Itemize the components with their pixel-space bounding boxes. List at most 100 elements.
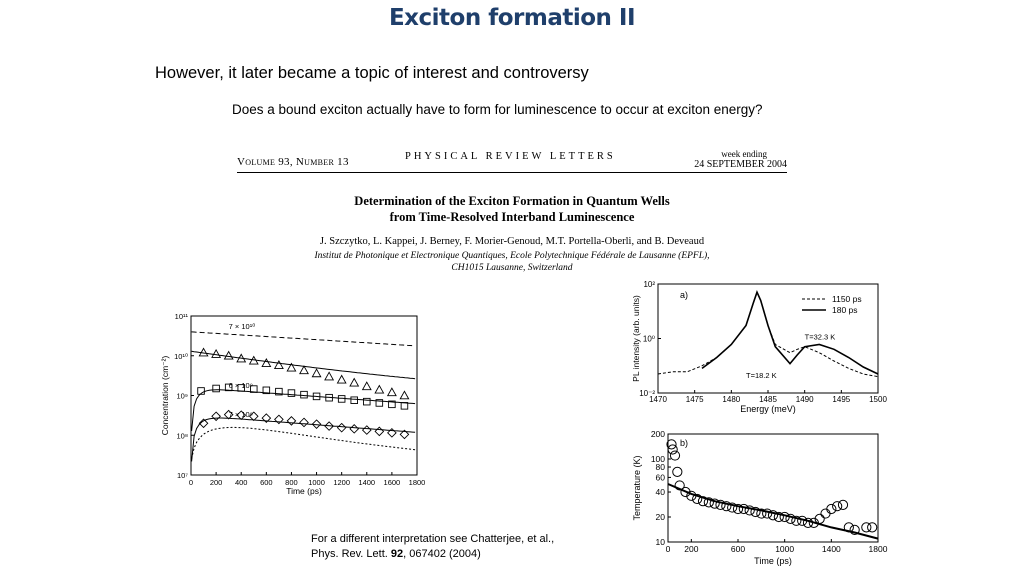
data-point-circle <box>826 503 837 515</box>
x-tick-label: 800 <box>285 478 298 487</box>
data-point-square <box>312 392 321 401</box>
data-point-diamond <box>361 425 372 435</box>
issue-date: 24 SEPTEMBER 2004 <box>694 159 787 170</box>
paper-header: Volume 93, Number 13 PHYSICAL REVIEW LET… <box>237 148 787 173</box>
data-point-diamond <box>336 422 347 433</box>
paper-title-line-1: Determination of the Exciton Formation i… <box>354 194 670 208</box>
paper-title: Determination of the Exciton Formation i… <box>237 193 787 225</box>
data-point-square <box>287 389 296 397</box>
journal-name: PHYSICAL REVIEW LETTERS <box>405 151 616 162</box>
paper-title-line-2: from Time-Resolved Interband Luminescenc… <box>389 210 635 224</box>
data-point-square <box>337 395 346 403</box>
x-tick-label: 1500 <box>869 395 887 404</box>
density-annotation: 6 × 10⁹ <box>229 381 253 390</box>
data-point-circle <box>767 510 779 521</box>
data-point-circle <box>802 517 814 528</box>
y-tick-label: 20 <box>656 512 666 522</box>
data-point-square <box>388 400 396 409</box>
total-density-curve <box>191 331 416 347</box>
data-point-circle <box>773 511 784 523</box>
legend-label: 1150 ps <box>832 294 862 304</box>
data-point-circle <box>666 439 677 450</box>
data-point-circle <box>785 513 796 524</box>
data-point-circle <box>750 506 761 518</box>
data-point-circle <box>697 496 709 507</box>
exciton-fit-curve <box>191 350 416 380</box>
data-point-square <box>250 385 258 393</box>
data-point-square <box>350 396 358 404</box>
data-point-triangle <box>324 371 335 381</box>
paper-authors: J. Szczytko, L. Kappei, J. Berney, F. Mo… <box>319 236 705 247</box>
data-point-diamond <box>387 428 397 438</box>
data-point-diamond <box>261 413 272 423</box>
plot-frame <box>667 433 879 543</box>
data-point-diamond <box>198 418 209 429</box>
y-tick-label: 100 <box>651 454 665 464</box>
x-axis-label: Time (ps) <box>754 556 792 566</box>
paper-institution: Institut de Photonique et Electronique Q… <box>237 250 787 274</box>
y-axis-label: Temperature (K) <box>632 455 642 520</box>
x-tick-label: 1000 <box>775 544 794 554</box>
data-point-circle <box>669 450 681 461</box>
data-point-triangle <box>223 350 234 360</box>
y-tick-label: 10¹⁰ <box>174 352 188 361</box>
footnote: For a different interpretation see Chatt… <box>311 532 554 562</box>
data-point-triangle <box>386 387 397 397</box>
y-tick-label: 200 <box>651 429 665 439</box>
x-tick-label: 1000 <box>308 478 325 487</box>
paper-volume: Volume 93, Number 13 <box>237 156 349 168</box>
data-point-square <box>325 393 333 402</box>
data-point-circle <box>744 505 755 516</box>
footnote-pages: , 067402 (2004) <box>403 548 481 560</box>
x-tick-label: 1490 <box>796 395 814 404</box>
data-point-circle <box>861 522 872 533</box>
data-point-triangle <box>236 353 247 363</box>
bullet-text-1: However, it later became a topic of inte… <box>155 64 589 82</box>
data-point-circle <box>738 503 749 515</box>
x-tick-label: 1400 <box>358 478 375 487</box>
footnote-line-1: For a different interpretation see Chatt… <box>311 533 555 545</box>
data-point-diamond <box>324 421 334 431</box>
data-point-circle <box>715 499 726 510</box>
fit-line <box>667 483 879 540</box>
data-point-triangle <box>336 374 347 384</box>
series-line <box>701 290 879 375</box>
temperature-annotation: T=18.2 K <box>746 371 777 380</box>
data-point-square <box>197 387 205 395</box>
x-tick-label: 600 <box>260 478 273 487</box>
y-tick-label: 80 <box>656 462 666 472</box>
data-point-triangle <box>299 365 309 375</box>
data-point-diamond <box>299 417 309 428</box>
y-tick-label: 10⁹ <box>176 392 188 401</box>
data-point-circle <box>692 493 703 505</box>
formation-curve <box>191 426 416 459</box>
low-fit-curve <box>191 417 416 462</box>
data-point-triangle <box>286 362 297 372</box>
x-tick-label: 0 <box>666 544 671 554</box>
x-tick-label: 0 <box>189 478 193 487</box>
data-point-circle <box>814 513 825 524</box>
data-point-triangle <box>399 390 410 400</box>
x-tick-label: 400 <box>235 478 248 487</box>
data-point-circle <box>709 498 720 509</box>
data-point-square <box>363 397 371 406</box>
data-point-circle <box>674 480 685 491</box>
data-point-circle <box>686 490 697 501</box>
footnote-line-2: Phys. Rev. Lett. 92, 067402 (2004) <box>311 547 554 562</box>
x-tick-label: 1485 <box>759 395 777 404</box>
bullet-text-2: Does a bound exciton actually have to fo… <box>232 102 763 117</box>
density-annotation: 7 × 10¹⁰ <box>229 322 256 331</box>
mid-fit-curve <box>191 389 416 432</box>
institution-line-1: Institut de Photonique et Electronique Q… <box>314 251 710 261</box>
panel-label: b) <box>680 438 688 448</box>
x-tick-label: 1475 <box>686 395 704 404</box>
y-tick-label: 10 <box>656 537 666 547</box>
data-point-circle <box>721 501 732 512</box>
data-point-square <box>275 387 283 396</box>
footnote-volume: 92 <box>390 548 404 560</box>
data-point-circle <box>756 508 767 519</box>
data-point-circle <box>727 502 738 513</box>
x-tick-label: 1200 <box>333 478 350 487</box>
x-tick-label: 1495 <box>832 395 850 404</box>
